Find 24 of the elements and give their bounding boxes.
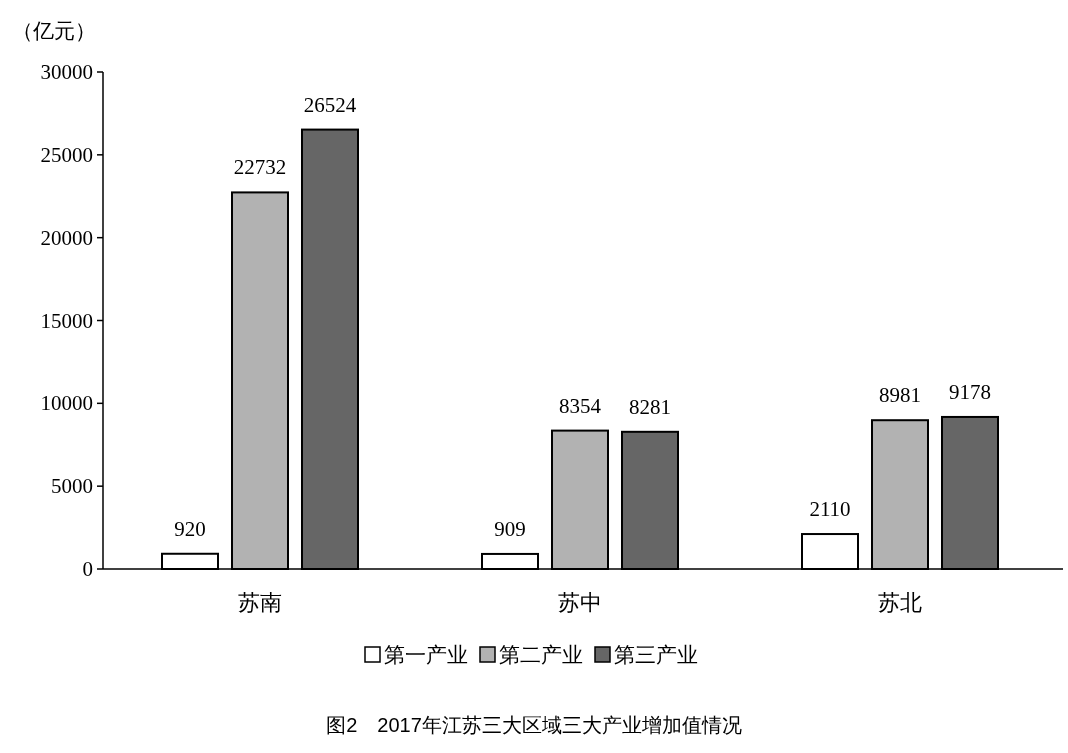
y-tick-label: 30000 [40,60,93,84]
data-label: 8981 [879,383,921,408]
data-label: 920 [174,516,206,541]
y-tick-label: 5000 [51,474,93,499]
x-tick-label: 苏北 [878,590,922,615]
y-tick-label: 0 [82,557,93,581]
data-label: 26524 [303,92,357,117]
data-label: 8354 [559,393,602,418]
y-tick-label: 20000 [40,225,93,250]
data-label: 9178 [949,379,991,404]
x-tick-label: 苏中 [558,590,602,615]
data-label: 909 [494,516,526,541]
y-axis-title: （亿元） [12,19,96,43]
x-tick-label: 苏南 [238,590,282,615]
data-label: 22732 [233,155,287,180]
data-label: 2110 [809,497,851,522]
data-label: 8281 [629,394,671,419]
y-tick-label: 15000 [40,308,93,333]
legend-label: 第三产业 [614,643,698,667]
text: 图2 2017年江苏三大区域三大产业增加值情况 [326,714,742,736]
legend-label: 第二产业 [499,643,583,667]
y-tick-label: 10000 [40,391,93,416]
legend-label: 第一产业 [384,643,468,667]
y-tick-label: 25000 [40,142,93,167]
